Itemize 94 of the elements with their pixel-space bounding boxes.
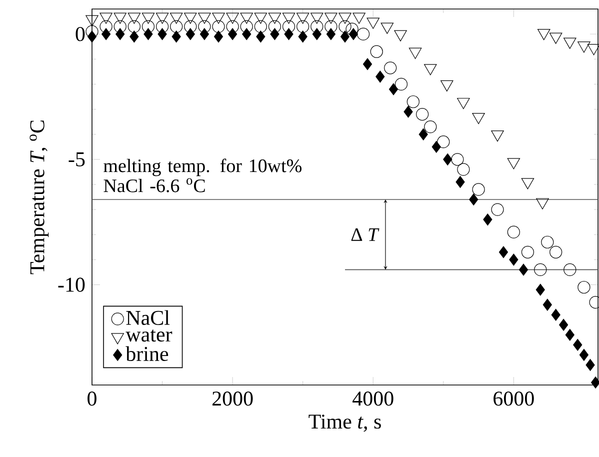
point [432, 140, 441, 153]
x-tick-label: 6000 [494, 392, 534, 406]
point [457, 163, 470, 176]
point [282, 20, 296, 33]
point [256, 30, 266, 42]
point [158, 28, 167, 40]
point [326, 28, 336, 40]
point [240, 20, 253, 33]
point [254, 20, 267, 33]
point [404, 106, 413, 118]
annotation: Δ T [351, 228, 380, 241]
point [456, 176, 465, 188]
point [87, 30, 97, 42]
point [156, 20, 169, 33]
point [324, 20, 338, 33]
point [114, 20, 126, 33]
point [214, 30, 224, 42]
point [102, 28, 111, 40]
point [376, 70, 385, 83]
point [509, 254, 518, 266]
point [507, 226, 520, 238]
legend-label: NaCl [126, 310, 170, 325]
point [469, 194, 478, 206]
x-tick-label: 4000 [352, 392, 394, 406]
x-tick-label: 2000 [212, 392, 253, 406]
point [348, 28, 358, 40]
ref-line-label: melting temp. for 10wt% NaCl -6.6 $^{o}$C [104, 158, 302, 192]
point [443, 154, 452, 166]
point [172, 30, 181, 42]
point [388, 83, 398, 96]
point [498, 246, 508, 258]
point [200, 28, 209, 40]
point [578, 280, 590, 294]
legend-label: water [126, 330, 172, 342]
legend-label: brine [126, 346, 168, 362]
point [186, 28, 195, 40]
point [418, 128, 428, 140]
point [362, 58, 372, 70]
point [86, 25, 98, 38]
point [268, 20, 282, 33]
point [142, 20, 155, 33]
point [416, 108, 429, 121]
point [586, 359, 595, 371]
point [226, 20, 239, 33]
point [551, 308, 560, 321]
point [356, 28, 370, 40]
point [298, 30, 308, 42]
point [312, 28, 322, 40]
point [384, 62, 397, 74]
point [394, 78, 408, 90]
point [310, 20, 324, 33]
point [116, 28, 125, 40]
point [170, 20, 183, 33]
point [424, 120, 437, 134]
point [534, 263, 547, 276]
point [565, 328, 574, 341]
point [579, 349, 588, 361]
point [437, 136, 450, 148]
point [184, 20, 197, 33]
y-tick-label: -10 [58, 278, 85, 292]
point [518, 264, 528, 276]
point [536, 284, 545, 296]
point [340, 30, 350, 42]
point [573, 338, 582, 351]
point [242, 28, 252, 40]
point [100, 20, 112, 33]
point [346, 22, 358, 36]
point [491, 203, 504, 216]
point [130, 30, 139, 42]
point [521, 246, 534, 258]
point [198, 20, 211, 33]
point [270, 28, 280, 40]
point [296, 20, 310, 33]
point [144, 28, 153, 40]
y-tick-label: 0 [76, 26, 85, 42]
point [212, 20, 225, 33]
point [284, 28, 294, 40]
y-axis-title: Temperature T, $^{o}$C [30, 120, 49, 274]
point [550, 246, 562, 258]
x-tick-label: 0 [88, 392, 96, 406]
point [559, 318, 568, 331]
point [483, 214, 492, 226]
point [542, 298, 552, 311]
x-axis-title: Time t, s [308, 414, 381, 432]
point [541, 236, 554, 248]
point [128, 20, 140, 33]
point [338, 20, 352, 33]
point [228, 28, 238, 40]
y-tick-label: -5 [68, 152, 85, 166]
point [370, 45, 383, 58]
point [451, 153, 464, 166]
point [564, 263, 576, 276]
point [472, 183, 485, 196]
point [406, 95, 420, 108]
